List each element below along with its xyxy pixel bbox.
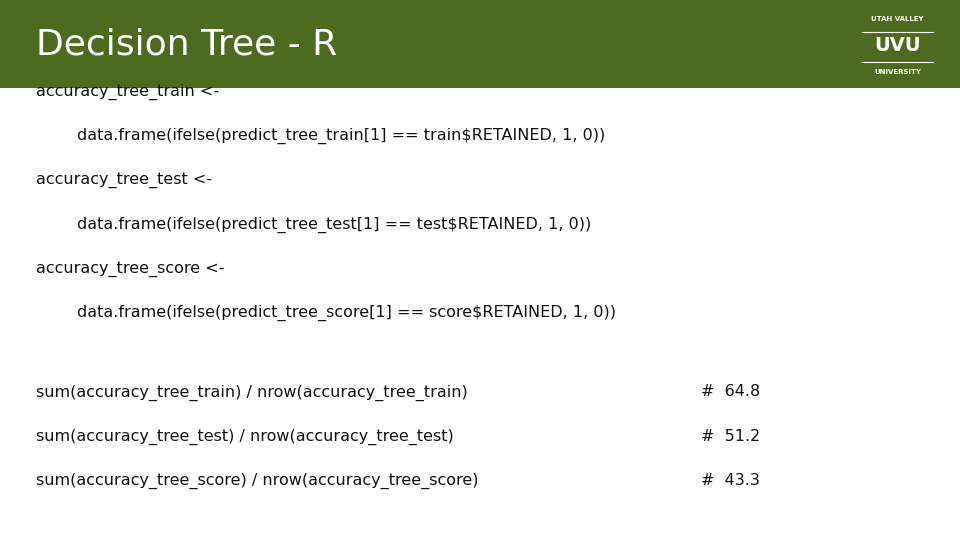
Text: accuracy_tree_score <-: accuracy_tree_score <- — [36, 261, 225, 276]
FancyBboxPatch shape — [0, 0, 960, 88]
Text: #  43.3: # 43.3 — [701, 473, 759, 488]
Text: #  64.8: # 64.8 — [701, 384, 760, 400]
Text: UTAH VALLEY: UTAH VALLEY — [872, 16, 924, 22]
Text: sum(accuracy_tree_train) / nrow(accuracy_tree_train): sum(accuracy_tree_train) / nrow(accuracy… — [36, 384, 468, 401]
Text: UVU: UVU — [875, 36, 921, 55]
Text: #  51.2: # 51.2 — [701, 429, 760, 444]
Text: data.frame(ifelse(predict_tree_test[1] == test$RETAINED, 1, 0)): data.frame(ifelse(predict_tree_test[1] =… — [36, 217, 591, 233]
Text: sum(accuracy_tree_score) / nrow(accuracy_tree_score): sum(accuracy_tree_score) / nrow(accuracy… — [36, 473, 479, 489]
Text: accuracy_tree_train <-: accuracy_tree_train <- — [36, 84, 220, 100]
Text: sum(accuracy_tree_test) / nrow(accuracy_tree_test): sum(accuracy_tree_test) / nrow(accuracy_… — [36, 429, 454, 445]
Text: Decision Tree - R: Decision Tree - R — [36, 27, 338, 61]
Text: data.frame(ifelse(predict_tree_train[1] == train$RETAINED, 1, 0)): data.frame(ifelse(predict_tree_train[1] … — [36, 128, 606, 144]
Text: accuracy_tree_test <-: accuracy_tree_test <- — [36, 172, 212, 188]
Text: data.frame(ifelse(predict_tree_score[1] == score$RETAINED, 1, 0)): data.frame(ifelse(predict_tree_score[1] … — [36, 305, 616, 321]
Text: UNIVERSITY: UNIVERSITY — [875, 69, 921, 75]
